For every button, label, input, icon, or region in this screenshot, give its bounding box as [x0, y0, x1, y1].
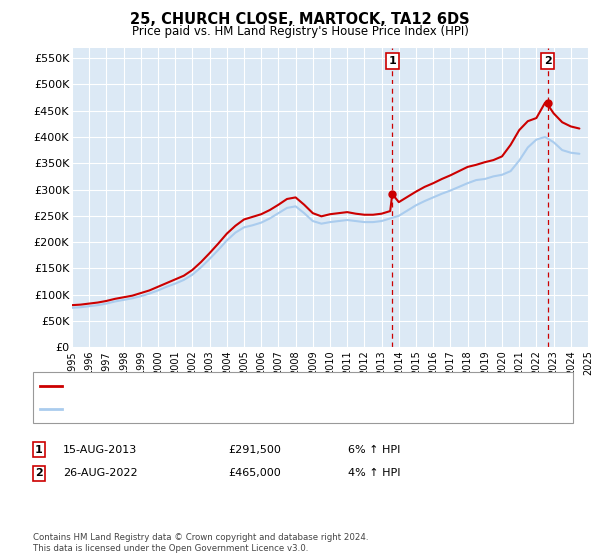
Text: 25, CHURCH CLOSE, MARTOCK, TA12 6DS (detached house): 25, CHURCH CLOSE, MARTOCK, TA12 6DS (det…: [65, 381, 377, 391]
Text: £291,500: £291,500: [228, 445, 281, 455]
Text: 15-AUG-2013: 15-AUG-2013: [63, 445, 137, 455]
Text: 2: 2: [35, 468, 43, 478]
Text: 6% ↑ HPI: 6% ↑ HPI: [348, 445, 400, 455]
Text: HPI: Average price, detached house, Somerset: HPI: Average price, detached house, Some…: [65, 404, 308, 414]
Text: 4% ↑ HPI: 4% ↑ HPI: [348, 468, 401, 478]
Text: 1: 1: [388, 56, 396, 66]
Text: 2: 2: [544, 56, 551, 66]
Text: This data is licensed under the Open Government Licence v3.0.: This data is licensed under the Open Gov…: [33, 544, 308, 553]
Text: £465,000: £465,000: [228, 468, 281, 478]
Text: Contains HM Land Registry data © Crown copyright and database right 2024.: Contains HM Land Registry data © Crown c…: [33, 533, 368, 542]
Text: 1: 1: [35, 445, 43, 455]
Text: Price paid vs. HM Land Registry's House Price Index (HPI): Price paid vs. HM Land Registry's House …: [131, 25, 469, 38]
Text: 25, CHURCH CLOSE, MARTOCK, TA12 6DS: 25, CHURCH CLOSE, MARTOCK, TA12 6DS: [130, 12, 470, 27]
Text: 26-AUG-2022: 26-AUG-2022: [63, 468, 137, 478]
